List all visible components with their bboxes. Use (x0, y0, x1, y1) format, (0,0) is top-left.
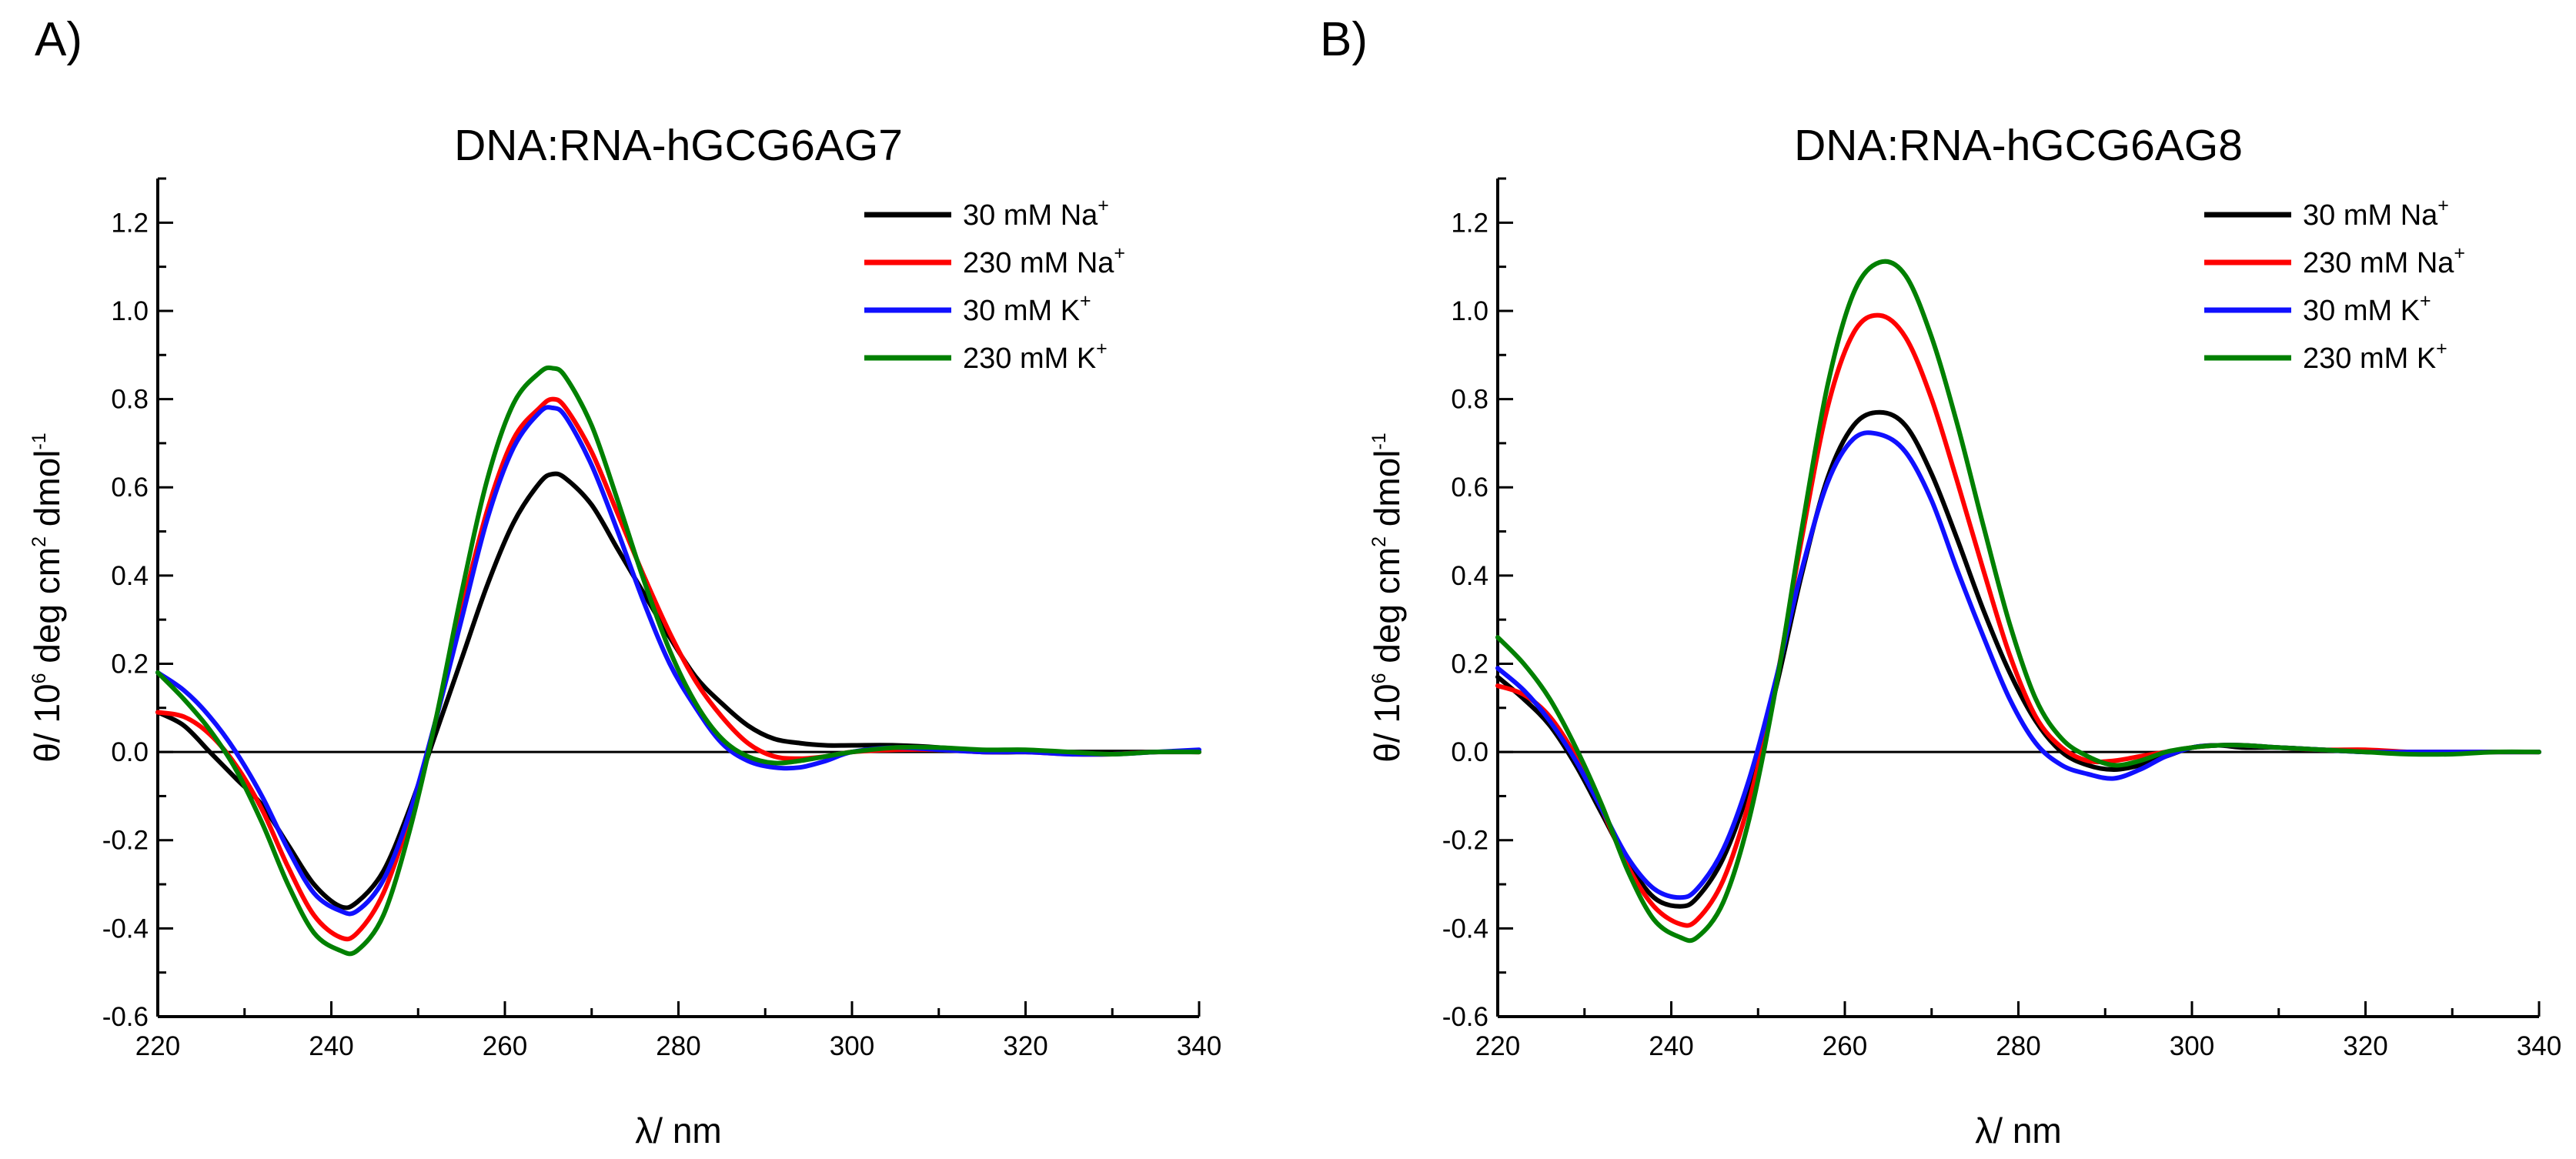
x-tick-label: 240 (1649, 1031, 1693, 1061)
y-tick-label: -0.2 (102, 826, 149, 856)
chart-panel-1: B) DNA:RNA-hGCG6AG8 220 240 260 280 300 320 340 -… (1320, 13, 2561, 1151)
y-tick-label: 1.2 (1451, 208, 1488, 238)
chart-title: DNA:RNA-hGCG6AG7 (454, 121, 903, 170)
series-line-na30 (1495, 409, 2541, 909)
legend-label-na30: 30 mM Na+ (963, 195, 1109, 232)
legend-label-k30: 30 mM K+ (2303, 290, 2431, 327)
y-tick-label: -0.6 (1442, 1002, 1488, 1032)
legend-label-na230: 230 mM Na+ (963, 242, 1125, 279)
series-line-k30 (1495, 430, 2541, 900)
y-tick-label: 0.6 (111, 473, 149, 503)
x-axis-label: λ/ nm (1975, 1111, 2061, 1151)
x-tick-label: 320 (1003, 1031, 1047, 1061)
series-line-na230 (1495, 312, 2541, 928)
y-tick-label: 1.0 (1451, 296, 1488, 326)
series-line-na30 (155, 471, 1201, 910)
chart-panel-0: A) DNA:RNA-hGCG6AG7 220 240 260 280 300 320 340 -… (27, 13, 1221, 1151)
y-tick-label: 0.0 (1451, 737, 1488, 767)
y-tick-label: 1.2 (111, 208, 149, 238)
x-axis-label: λ/ nm (635, 1111, 721, 1151)
y-tick-label: 1.0 (111, 296, 149, 326)
x-tick-label: 300 (2170, 1031, 2214, 1061)
y-tick-label: -0.6 (102, 1002, 149, 1032)
legend-label-k230: 230 mM K+ (963, 338, 1108, 375)
y-tick-label: -0.2 (1442, 826, 1488, 856)
x-tick-label: 220 (135, 1031, 180, 1061)
x-tick-label: 340 (2517, 1031, 2561, 1061)
x-tick-label: 300 (830, 1031, 874, 1061)
y-tick-label: -0.4 (1442, 914, 1488, 944)
x-tick-label: 280 (656, 1031, 700, 1061)
y-axis-label: θ/ 106 deg cm2 dmol-1 (1367, 433, 1407, 762)
y-tick-label: 0.6 (1451, 473, 1488, 503)
chart-title: DNA:RNA-hGCG6AG8 (1794, 121, 2243, 170)
x-tick-label: 240 (309, 1031, 353, 1061)
y-tick-label: 0.0 (111, 737, 149, 767)
y-tick-label: 0.2 (1451, 649, 1488, 679)
legend-label-na30: 30 mM Na+ (2303, 195, 2449, 232)
x-tick-label: 320 (2343, 1031, 2387, 1061)
y-tick-label: -0.4 (102, 914, 149, 944)
legend-label-k30: 30 mM K+ (963, 290, 1091, 327)
y-tick-label: 0.8 (111, 385, 149, 415)
y-tick-label: 0.4 (1451, 561, 1488, 591)
y-tick-label: 0.2 (111, 649, 149, 679)
panel-letter: B) (1320, 13, 1368, 66)
legend-label-k230: 230 mM K+ (2303, 338, 2447, 375)
series-line-k230 (155, 365, 1201, 957)
x-tick-label: 220 (1475, 1031, 1520, 1061)
x-tick-label: 280 (1996, 1031, 2040, 1061)
legend-label-na230: 230 mM Na+ (2303, 242, 2465, 279)
series-line-k230 (1495, 259, 2541, 944)
panel-letter: A) (35, 13, 82, 66)
series-line-k30 (155, 405, 1201, 917)
y-axis-label: θ/ 106 deg cm2 dmol-1 (27, 433, 67, 762)
x-tick-label: 260 (1823, 1031, 1867, 1061)
x-tick-label: 260 (483, 1031, 527, 1061)
x-tick-label: 340 (1177, 1031, 1221, 1061)
y-tick-label: 0.4 (111, 561, 149, 591)
y-tick-label: 0.8 (1451, 385, 1488, 415)
